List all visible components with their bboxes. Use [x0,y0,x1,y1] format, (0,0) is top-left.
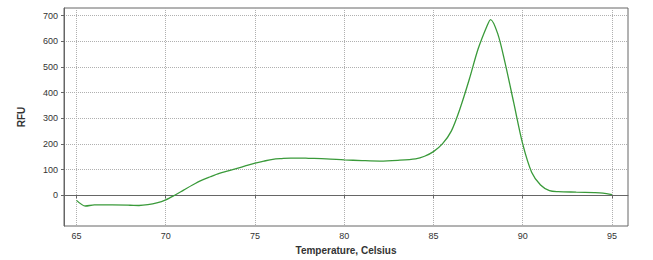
svg-text:75: 75 [250,231,260,241]
svg-text:80: 80 [339,231,349,241]
svg-text:300: 300 [43,113,58,123]
svg-text:200: 200 [43,139,58,149]
svg-text:65: 65 [71,231,81,241]
svg-text:Temperature, Celsius: Temperature, Celsius [296,245,397,256]
svg-text:600: 600 [43,36,58,46]
svg-text:100: 100 [43,165,58,175]
svg-text:500: 500 [43,62,58,72]
svg-text:70: 70 [161,231,171,241]
svg-text:95: 95 [607,231,617,241]
svg-text:90: 90 [518,231,528,241]
svg-text:0: 0 [53,190,58,200]
svg-text:85: 85 [428,231,438,241]
svg-text:RFU: RFU [16,107,27,128]
svg-text:400: 400 [43,88,58,98]
svg-text:700: 700 [43,11,58,21]
